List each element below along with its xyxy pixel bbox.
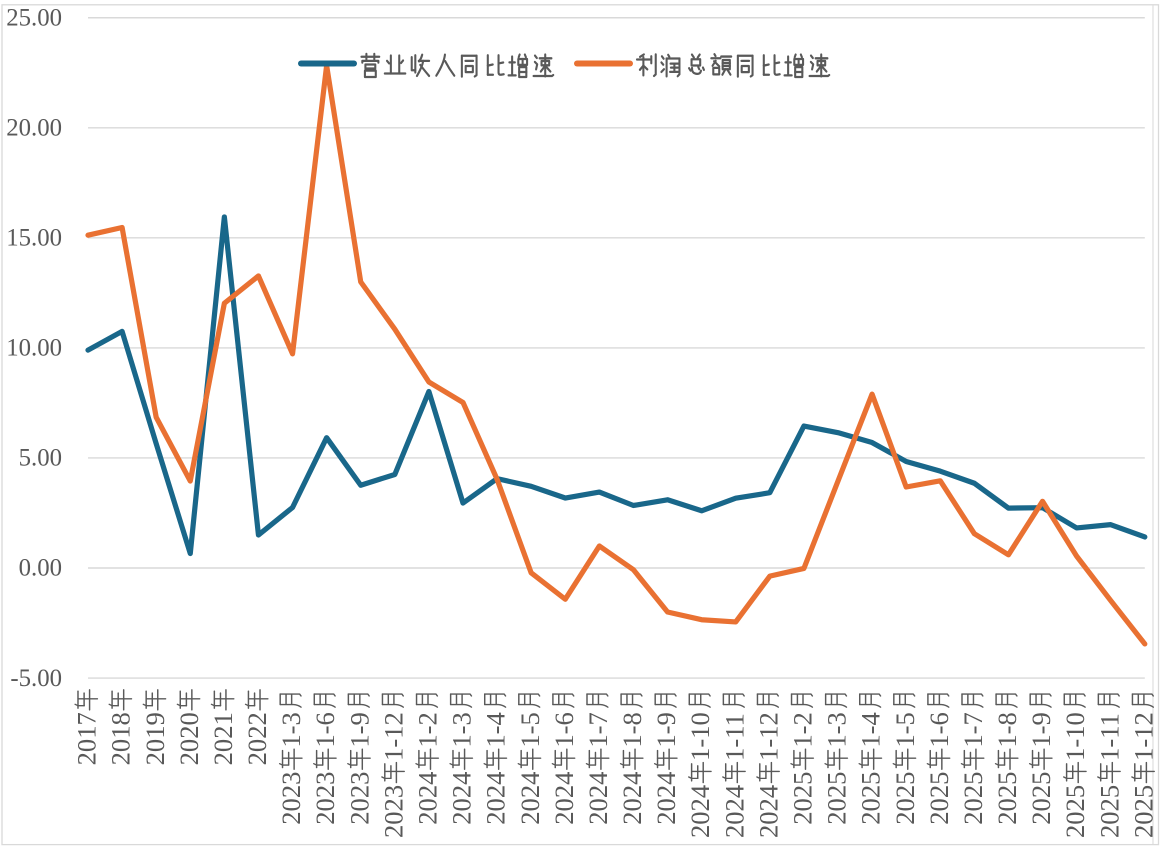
svg-text:15.00: 15.00	[6, 225, 62, 252]
svg-text:2019: 2019	[140, 712, 170, 765]
svg-text:2023: 2023	[276, 772, 306, 825]
svg-text:1-4: 1-4	[856, 712, 886, 747]
svg-text:1-4: 1-4	[481, 712, 511, 747]
svg-text:2018: 2018	[106, 712, 136, 765]
svg-text:2024: 2024	[447, 772, 477, 825]
svg-text:2024: 2024	[651, 772, 681, 825]
svg-text:1-5: 1-5	[515, 712, 545, 747]
svg-text:20.00: 20.00	[6, 115, 62, 142]
svg-text:2017: 2017	[72, 712, 102, 765]
svg-text:1-3: 1-3	[822, 712, 852, 747]
svg-text:1-11: 1-11	[1094, 713, 1124, 761]
svg-text:2025: 2025	[992, 772, 1022, 825]
svg-text:2022: 2022	[242, 712, 272, 765]
svg-text:2025: 2025	[822, 772, 852, 825]
svg-text:2023: 2023	[344, 772, 374, 825]
svg-text:1-8: 1-8	[617, 712, 647, 747]
svg-text:1-6: 1-6	[310, 712, 340, 747]
svg-text:1-5: 1-5	[890, 712, 920, 747]
svg-text:1-12: 1-12	[378, 712, 408, 761]
svg-text:2024: 2024	[617, 772, 647, 825]
svg-text:2024: 2024	[685, 785, 715, 838]
svg-text:2021: 2021	[208, 712, 238, 765]
svg-text:2024: 2024	[481, 772, 511, 825]
svg-text:2020: 2020	[174, 712, 204, 765]
svg-text:1-8: 1-8	[992, 712, 1022, 747]
svg-text:1-12: 1-12	[1128, 712, 1158, 761]
svg-text:25.00: 25.00	[6, 4, 62, 31]
svg-text:2024: 2024	[549, 772, 579, 825]
svg-text:2025: 2025	[856, 772, 886, 825]
svg-text:0.00: 0.00	[19, 555, 62, 582]
svg-text:1-2: 1-2	[413, 712, 443, 747]
svg-text:1-3: 1-3	[276, 712, 306, 747]
svg-text:2024: 2024	[583, 772, 613, 825]
svg-text:2025: 2025	[1026, 772, 1056, 825]
svg-text:1-12: 1-12	[753, 712, 783, 761]
svg-text:1-7: 1-7	[583, 712, 613, 747]
svg-text:1-9: 1-9	[651, 712, 681, 747]
svg-text:1-10: 1-10	[685, 712, 715, 761]
svg-text:2024: 2024	[515, 772, 545, 825]
svg-text:1-6: 1-6	[924, 712, 954, 747]
svg-text:1-2: 1-2	[788, 712, 818, 747]
svg-text:1-9: 1-9	[1026, 712, 1056, 747]
svg-text:2024: 2024	[413, 772, 443, 825]
svg-text:2025: 2025	[1060, 785, 1090, 838]
svg-text:2023: 2023	[378, 785, 408, 838]
svg-text:2025: 2025	[1094, 785, 1124, 838]
svg-text:2025: 2025	[788, 772, 818, 825]
svg-text:2025: 2025	[924, 772, 954, 825]
svg-text:10.00: 10.00	[6, 335, 62, 362]
svg-text:-5.00: -5.00	[10, 665, 62, 692]
svg-text:5.00: 5.00	[19, 445, 62, 472]
svg-text:2023: 2023	[310, 772, 340, 825]
svg-text:1-6: 1-6	[549, 712, 579, 747]
svg-text:2025: 2025	[1128, 785, 1158, 838]
svg-text:2024: 2024	[753, 785, 783, 838]
svg-text:2024: 2024	[719, 785, 749, 838]
svg-text:1-11: 1-11	[719, 713, 749, 761]
svg-text:1-9: 1-9	[344, 712, 374, 747]
svg-text:1-3: 1-3	[447, 712, 477, 747]
svg-text:2025: 2025	[890, 772, 920, 825]
svg-text:1-10: 1-10	[1060, 712, 1090, 761]
svg-text:1-7: 1-7	[958, 712, 988, 747]
svg-text:2025: 2025	[958, 772, 988, 825]
